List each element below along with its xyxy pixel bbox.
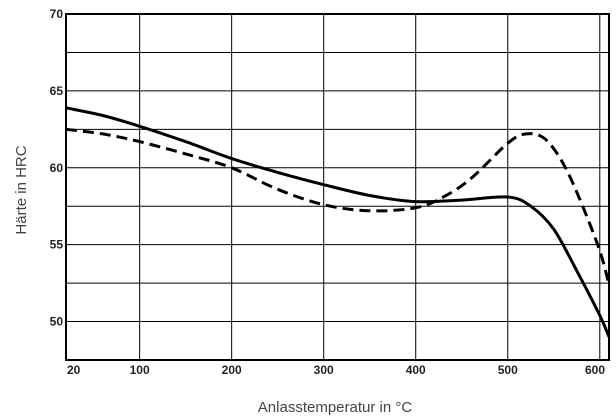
y-tick-label: 70: [50, 7, 64, 21]
x-tick-label: 400: [406, 363, 426, 377]
tick-labels: 20 100 200 300 400 500 600 50 55 60 65 70: [50, 7, 606, 377]
x-tick-label: 200: [222, 363, 242, 377]
plot-frame: [65, 13, 610, 361]
grid: [66, 14, 609, 360]
x-axis-title: Anlasstemperatur in °C: [258, 399, 413, 416]
y-tick-label: 50: [50, 315, 64, 329]
x-tick-label: 300: [314, 363, 334, 377]
x-tick-label: 20: [67, 363, 81, 377]
y-tick-label: 60: [50, 161, 64, 175]
x-tick-label: 100: [130, 363, 150, 377]
y-axis-title: Härte in HRC: [13, 145, 30, 234]
x-tick-label: 500: [498, 363, 518, 377]
y-tick-label: 65: [50, 84, 64, 98]
series-group: [65, 106, 611, 338]
y-tick-label: 55: [50, 238, 64, 252]
x-tick-label: 600: [585, 363, 605, 377]
series-dashed-line: [65, 127, 611, 285]
series-solid-line: [65, 106, 611, 338]
